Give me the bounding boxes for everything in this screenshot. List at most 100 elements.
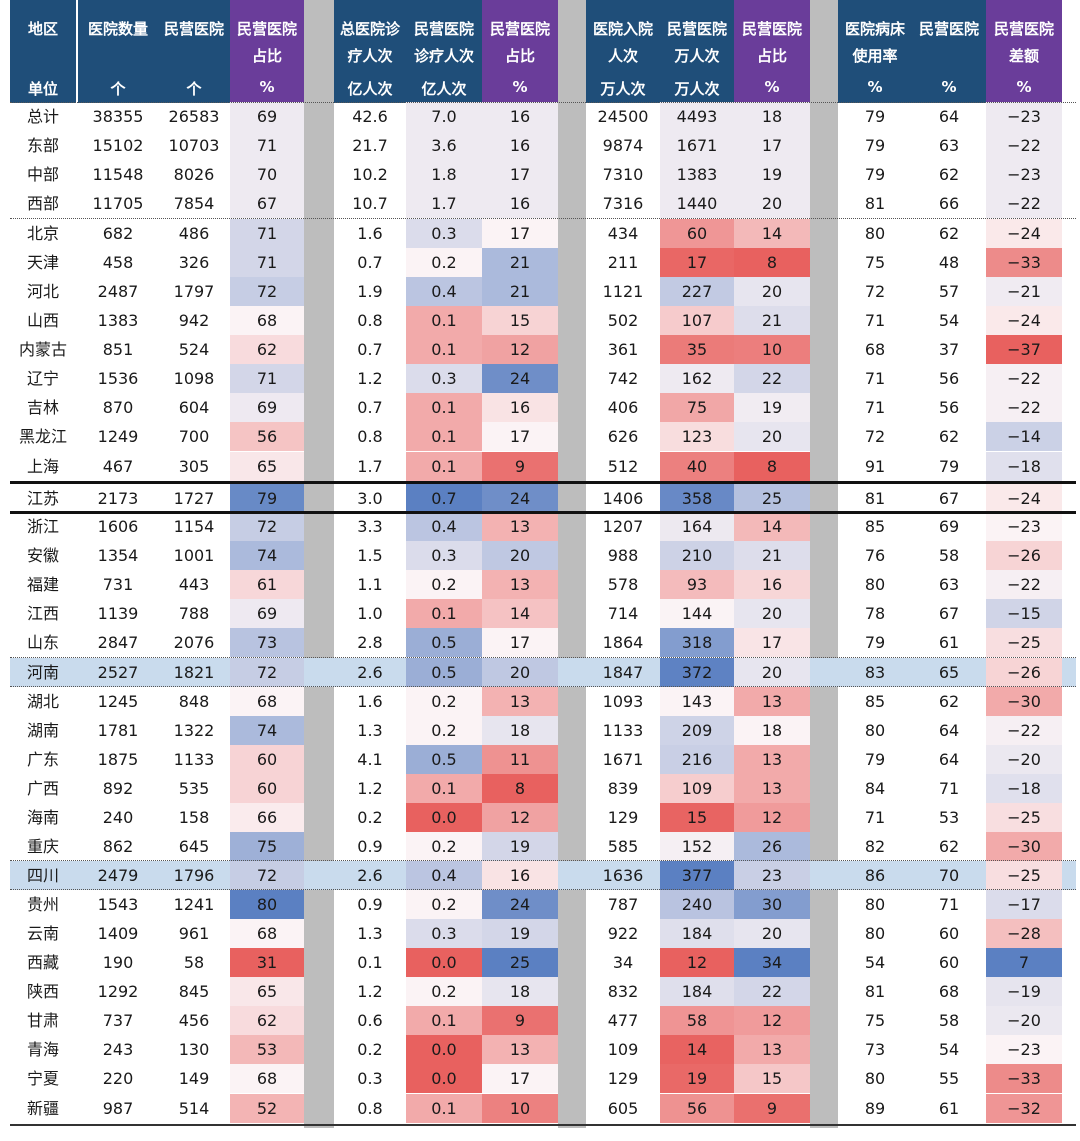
header-cell: 民营医院 诊疗人次 亿人次 xyxy=(406,0,482,103)
table-cell: 72 xyxy=(864,282,886,301)
table-cell: 20 xyxy=(734,919,810,948)
table-cell: 714 xyxy=(607,604,639,623)
region-name: 上海 xyxy=(26,457,59,476)
table-cell: 9874 xyxy=(602,136,644,155)
table-cell: 129 xyxy=(607,808,639,827)
table-cell: 0.8 xyxy=(357,311,383,330)
table-cell: 443 xyxy=(178,575,210,594)
table-cell: −23 xyxy=(986,1035,1062,1064)
table-cell: 0.1 xyxy=(406,393,482,422)
table-cell: 79 xyxy=(864,136,886,155)
table-cell: 216 xyxy=(660,745,734,774)
header-line-1: 民营医院 xyxy=(666,20,727,38)
table-cell: 75 xyxy=(230,832,304,861)
table-cell: 4.1 xyxy=(357,750,383,769)
table-cell: 0.3 xyxy=(406,364,482,393)
table-bottom-border xyxy=(10,1124,1076,1126)
table-cell: 20 xyxy=(734,599,810,628)
table-cell: −20 xyxy=(986,1006,1062,1035)
table-cell: 2.8 xyxy=(357,633,383,652)
table-cell: 14 xyxy=(734,512,810,541)
table-cell: 456 xyxy=(178,1011,210,1030)
table-cell: 71 xyxy=(938,779,960,798)
table-cell: 1.6 xyxy=(357,692,383,711)
table-cell: 1.2 xyxy=(357,982,383,1001)
header-line-1: 民营医院 xyxy=(993,20,1054,38)
table-cell: 164 xyxy=(660,512,734,541)
table-cell: 21.7 xyxy=(352,136,388,155)
table-cell: 12 xyxy=(734,1006,810,1035)
table-cell: 17 xyxy=(660,248,734,277)
header-cell: 民营医院% xyxy=(912,0,986,103)
table-cell: 0.2 xyxy=(357,808,383,827)
table-cell: 1875 xyxy=(97,750,139,769)
table-cell: 0.1 xyxy=(406,335,482,364)
table-cell: 17 xyxy=(482,1064,558,1093)
table-cell: 1440 xyxy=(660,189,734,218)
table-cell: 68 xyxy=(938,982,960,1001)
table-cell: 406 xyxy=(607,398,639,417)
table-cell: 152 xyxy=(660,832,734,861)
header-cell: 地区 单位 xyxy=(10,0,76,103)
table-cell: 16 xyxy=(482,131,558,160)
table-cell: 512 xyxy=(607,457,639,476)
table-cell: 19 xyxy=(482,832,558,861)
header-line-2: 占比 xyxy=(756,47,787,65)
table-cell: 682 xyxy=(102,224,134,243)
table-cell: 0.2 xyxy=(406,832,482,861)
table-cell: 0.0 xyxy=(406,803,482,832)
table-cell: −33 xyxy=(986,248,1062,277)
table-cell: 1.7 xyxy=(406,189,482,218)
table-cell: 20 xyxy=(734,189,810,218)
table-cell: 22 xyxy=(734,364,810,393)
table-cell: 1249 xyxy=(97,427,139,446)
table-cell: 68 xyxy=(864,340,886,359)
table-cell: 80 xyxy=(864,895,886,914)
table-cell: 305 xyxy=(178,457,210,476)
table-cell: −21 xyxy=(986,277,1062,306)
table-cell: 372 xyxy=(660,658,734,687)
region-name: 青海 xyxy=(26,1040,59,1059)
table-cell: 16 xyxy=(482,393,558,422)
region-name: 浙江 xyxy=(26,517,59,536)
table-cell: 8 xyxy=(734,248,810,277)
table-cell: 2.6 xyxy=(357,663,383,682)
table-cell: 54 xyxy=(938,1040,960,1059)
table-cell: 69 xyxy=(938,517,960,536)
header-unit: % xyxy=(512,78,528,96)
table-cell: 70 xyxy=(938,866,960,885)
table-cell: 129 xyxy=(607,1069,639,1088)
table-cell: 1543 xyxy=(97,895,139,914)
table-cell: 0.4 xyxy=(406,512,482,541)
table-cell: 22 xyxy=(734,977,810,1006)
table-cell: 220 xyxy=(102,1069,134,1088)
table-cell: −18 xyxy=(986,774,1062,803)
table-cell: 1133 xyxy=(602,721,644,740)
table-cell: 788 xyxy=(178,604,210,623)
column-gap xyxy=(558,0,586,1128)
region-name: 辽宁 xyxy=(26,369,59,388)
table-cell: 64 xyxy=(938,721,960,740)
table-cell: 72 xyxy=(230,658,304,687)
table-cell: −22 xyxy=(986,364,1062,393)
table-cell: 10.7 xyxy=(352,194,388,213)
table-cell: 604 xyxy=(178,398,210,417)
region-name: 广西 xyxy=(26,779,59,798)
table-cell: 10 xyxy=(482,1094,558,1123)
row-divider xyxy=(10,686,1076,687)
table-cell: 839 xyxy=(607,779,639,798)
table-cell: 93 xyxy=(660,570,734,599)
table-cell: 0.1 xyxy=(357,953,383,972)
table-cell: −22 xyxy=(986,393,1062,422)
header-unit: 个 xyxy=(186,80,202,98)
region-name: 山西 xyxy=(26,311,59,330)
header-unit: % xyxy=(1016,78,1032,96)
table-cell: 58 xyxy=(183,953,205,972)
table-cell: 787 xyxy=(607,895,639,914)
table-cell: 58 xyxy=(938,546,960,565)
header-line-1: 医院数量 xyxy=(87,20,148,38)
table-cell: 15 xyxy=(734,1064,810,1093)
row-divider-top xyxy=(10,481,1076,484)
table-cell: 18 xyxy=(734,716,810,745)
table-cell: 24500 xyxy=(597,107,649,126)
